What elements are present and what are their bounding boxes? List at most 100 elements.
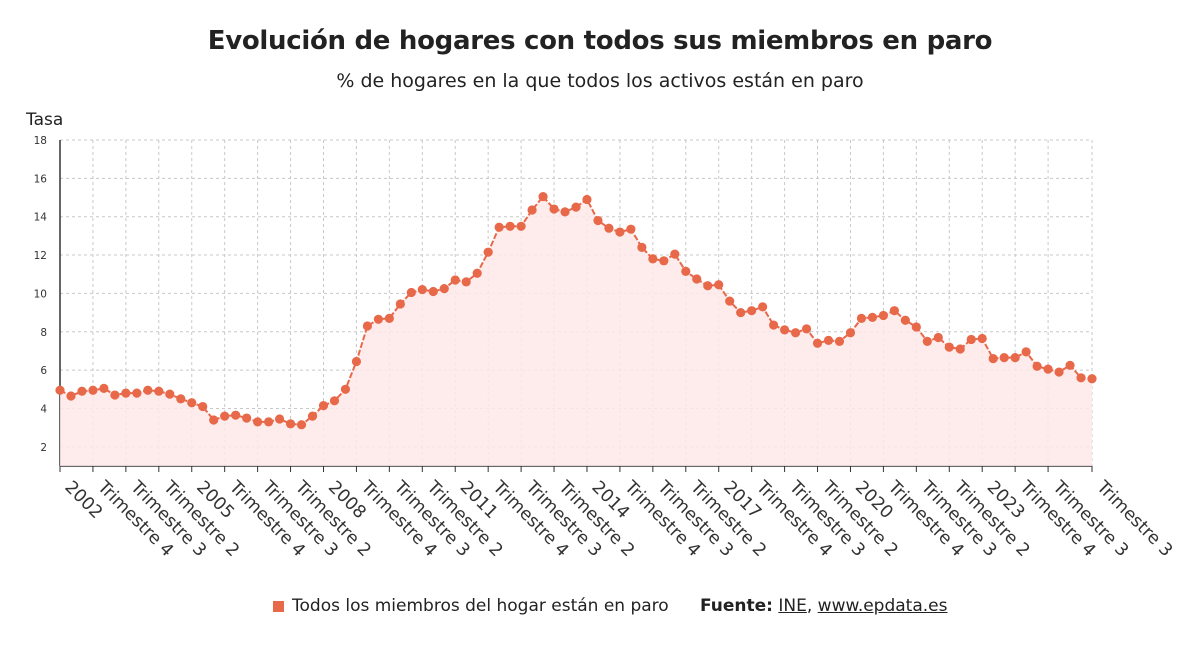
data-point [187, 398, 197, 408]
data-point [55, 385, 65, 395]
data-point [604, 223, 614, 233]
data-point [889, 306, 899, 316]
data-point [220, 411, 230, 421]
data-point [538, 191, 548, 202]
y-tick-label: 12 [34, 250, 47, 262]
data-point [143, 385, 153, 395]
y-axis-title: Tasa [25, 110, 63, 130]
data-point [911, 322, 921, 332]
data-point [878, 310, 889, 321]
data-point [296, 420, 307, 430]
data-point [626, 224, 636, 234]
data-point [154, 386, 164, 396]
data-point [472, 268, 482, 278]
series-area [60, 196, 1092, 466]
data-point [999, 353, 1009, 363]
y-tick-label: 14 [34, 212, 48, 224]
y-tick-label: 4 [40, 403, 47, 415]
data-point [867, 312, 878, 322]
source-link-ine[interactable]: INE [778, 596, 807, 616]
data-point [231, 410, 241, 420]
data-point [593, 215, 603, 226]
data-point [417, 284, 427, 295]
data-point [110, 390, 120, 400]
data-point [670, 249, 680, 259]
data-point [845, 328, 856, 338]
data-point [1043, 364, 1053, 374]
data-point [461, 277, 471, 287]
data-point [395, 299, 405, 309]
data-point [801, 324, 812, 334]
data-point [384, 313, 394, 323]
data-point [351, 356, 362, 367]
chart-title: Evolución de hogares con todos sus miemb… [207, 26, 993, 56]
source-separator: , [806, 596, 813, 616]
data-point [450, 275, 460, 285]
data-point [362, 321, 372, 331]
data-point [66, 391, 76, 401]
data-point [274, 414, 285, 424]
data-point [264, 417, 274, 427]
data-point [834, 336, 845, 346]
data-point [966, 334, 976, 345]
data-point [99, 383, 109, 393]
source: Fuente: INE, www.epdata.es [700, 596, 948, 616]
data-point [703, 281, 713, 291]
data-point [88, 385, 98, 395]
data-point [856, 313, 867, 323]
legend[interactable]: Todos los miembros del hogar están en pa… [273, 596, 669, 616]
data-point [790, 328, 801, 338]
data-point [900, 315, 910, 325]
y-tick-label: 2 [40, 442, 47, 454]
data-point [747, 306, 757, 316]
data-point [615, 227, 625, 237]
data-point [329, 396, 340, 406]
data-point [988, 354, 998, 364]
data-point [307, 411, 318, 421]
source-label: Fuente: [700, 596, 773, 616]
data-point [549, 204, 559, 214]
data-point [121, 388, 131, 398]
y-tick-label: 16 [34, 173, 48, 185]
data-point [648, 254, 658, 264]
data-point [758, 302, 768, 312]
data-point [494, 222, 504, 232]
data-point [209, 415, 219, 425]
data-point [637, 242, 647, 252]
data-point [736, 307, 746, 318]
data-point [922, 336, 932, 346]
y-tick-label: 8 [40, 327, 47, 339]
legend-label: Todos los miembros del hogar están en pa… [292, 596, 669, 616]
data-point [285, 419, 296, 429]
data-point [439, 284, 449, 294]
data-point [1065, 360, 1075, 370]
x-tick-label: 2002 [60, 477, 106, 523]
data-point [198, 401, 208, 412]
data-point [428, 286, 438, 297]
data-point [176, 394, 186, 404]
data-point [505, 221, 515, 231]
data-point [681, 266, 691, 276]
data-point [242, 413, 252, 423]
data-point [812, 338, 823, 348]
data-point [406, 287, 416, 298]
data-point [1032, 361, 1042, 371]
data-point [560, 207, 570, 217]
data-point [955, 344, 965, 354]
source-link-epdata[interactable]: www.epdata.es [817, 596, 948, 616]
data-point [692, 274, 702, 284]
y-tick-label: 18 [34, 135, 47, 147]
data-point [977, 333, 987, 344]
data-point [780, 325, 790, 335]
data-point [165, 389, 175, 399]
data-point [132, 388, 142, 398]
data-point [933, 332, 943, 343]
data-point [1076, 373, 1086, 383]
data-point [318, 400, 329, 411]
chart-subtitle: % de hogares en la que todos los activos… [336, 70, 864, 92]
data-point [571, 202, 581, 212]
y-tick-label: 6 [40, 365, 47, 377]
data-point [527, 205, 537, 215]
legend-swatch [273, 600, 284, 612]
